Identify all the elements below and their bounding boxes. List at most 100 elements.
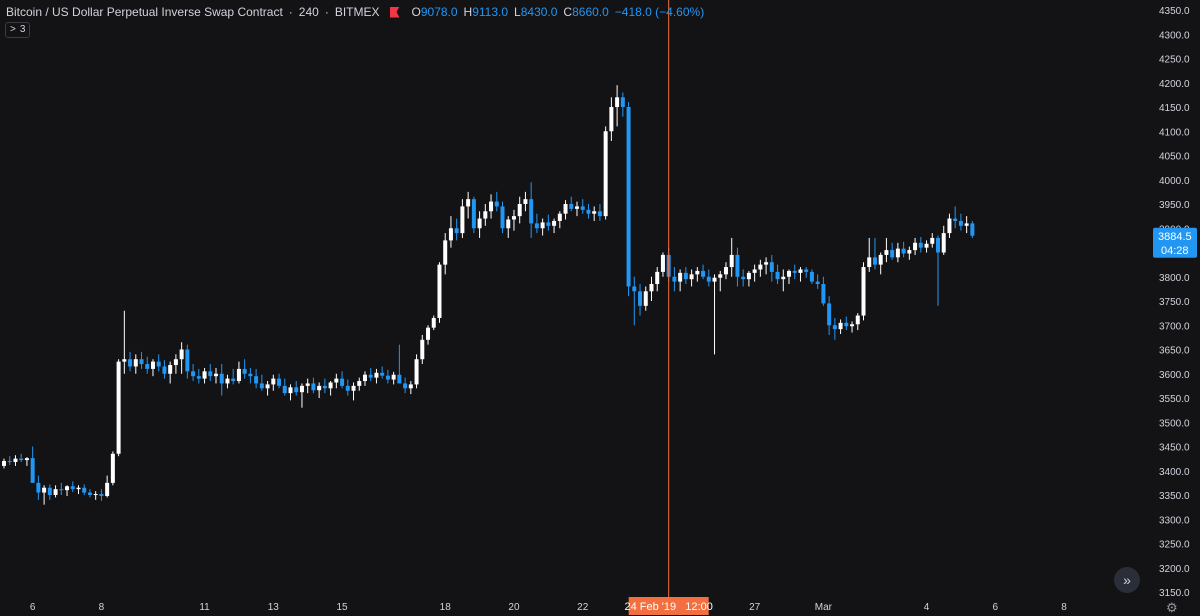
candle-body [884, 250, 889, 255]
candle-body [557, 213, 562, 221]
candle-body [752, 269, 757, 273]
candle-body [36, 482, 41, 493]
candle-body [638, 291, 643, 306]
candle-body [580, 206, 585, 210]
time-tick-label: 6 [30, 602, 36, 613]
ohlc-high: H9113.0 [463, 5, 509, 19]
candle-body [431, 317, 436, 328]
candle-body [150, 361, 155, 369]
time-tick-label: 8 [1061, 602, 1067, 613]
candle-body [494, 201, 499, 207]
candle-body [311, 383, 316, 391]
candle-body [294, 387, 299, 393]
candle-body [678, 272, 683, 282]
candle-body [913, 242, 918, 251]
interval-label[interactable]: 240 [298, 5, 319, 19]
candle-body [53, 489, 58, 495]
candle-body [924, 243, 929, 248]
candle-body [746, 272, 751, 280]
candle-body [540, 222, 545, 229]
candle-body [70, 486, 75, 490]
candle-body [110, 453, 115, 483]
candle-body [202, 371, 207, 379]
candle-body [265, 384, 270, 389]
price-tick-label: 3350.0 [1159, 491, 1190, 502]
price-tick-label: 3550.0 [1159, 394, 1190, 405]
candle-body [173, 359, 178, 366]
candle-body [935, 237, 940, 253]
candle-body [259, 383, 264, 389]
time-tick-label: 27 [749, 602, 761, 613]
candle-body [385, 375, 390, 380]
candle-body [534, 223, 539, 229]
candle-body [517, 204, 522, 217]
candle-body [781, 276, 786, 280]
candle-body [718, 274, 723, 278]
gear-icon[interactable]: ⚙ [1166, 600, 1178, 615]
last-price-label: 3884.5 [1158, 231, 1192, 243]
candle-body [901, 248, 906, 254]
indicators-toggle-button[interactable]: > 3 [5, 22, 31, 38]
candle-series [2, 85, 975, 505]
candle-body [403, 383, 408, 389]
scroll-to-realtime-button[interactable]: » [1114, 567, 1140, 593]
candle-body [947, 218, 952, 234]
candle-body [649, 284, 654, 292]
symbol-title[interactable]: Bitcoin / US Dollar Perpetual Inverse Sw… [6, 5, 283, 19]
price-tick-label: 4350.0 [1159, 6, 1190, 17]
candle-body [236, 368, 241, 382]
price-change: −418.0 (−4.60%) [614, 5, 705, 19]
candle-body [815, 281, 820, 285]
candle-body [334, 378, 339, 383]
candle-body [105, 482, 110, 496]
candle-body [437, 264, 442, 318]
candle-body [787, 270, 792, 277]
candle-body [145, 364, 150, 369]
candle-body [970, 223, 975, 236]
candle-body [506, 219, 511, 229]
price-axis[interactable]: 4350.0 4300.0 4250.0 4200.0 4150.0 4100.0 4050… [1159, 6, 1190, 599]
candle-body [156, 361, 161, 367]
candle-body [225, 378, 230, 384]
time-tick-label: 4 [924, 602, 930, 613]
candle-body [93, 494, 98, 496]
candle-body [139, 359, 144, 365]
candle-body [19, 458, 24, 461]
candle-body [179, 349, 184, 360]
last-price-countdown: 04:28 [1161, 245, 1189, 257]
candle-body [460, 206, 465, 234]
candle-body [964, 223, 969, 226]
flag-icon[interactable] [389, 6, 400, 18]
price-tick-label: 4250.0 [1159, 55, 1190, 66]
price-tick-label: 4150.0 [1159, 103, 1190, 114]
candle-body [546, 222, 551, 226]
candle-body [208, 371, 213, 377]
price-tick-label: 4000.0 [1159, 176, 1190, 187]
candle-body [471, 199, 476, 229]
price-tick-label: 3150.0 [1159, 588, 1190, 599]
crosshair-time-box [628, 597, 709, 615]
candle-body [368, 374, 373, 378]
candle-body [351, 385, 356, 391]
candle-body [82, 487, 87, 493]
candle-body [196, 376, 201, 379]
candle-body [798, 269, 803, 273]
candle-body [706, 276, 711, 282]
time-axis[interactable]: 6 8 11 13 15 18 20 22 27 Mar 4 6 8 [30, 602, 1067, 613]
ohlc-open: O9078.0 [411, 5, 458, 19]
price-tick-label: 4200.0 [1159, 79, 1190, 90]
separator: · [288, 5, 293, 19]
candle-body [683, 272, 688, 280]
candle-body [844, 322, 849, 327]
chevron-right-icon: > [10, 24, 16, 35]
candle-body [87, 492, 92, 495]
time-tick-label: 20 [508, 602, 520, 613]
candle-body [448, 228, 453, 241]
candle-body [299, 385, 304, 393]
price-tick-label: 3650.0 [1159, 346, 1190, 357]
price-tick-label: 4300.0 [1159, 30, 1190, 41]
candle-body [958, 220, 963, 226]
candle-body [890, 250, 895, 258]
candle-body [838, 322, 843, 330]
